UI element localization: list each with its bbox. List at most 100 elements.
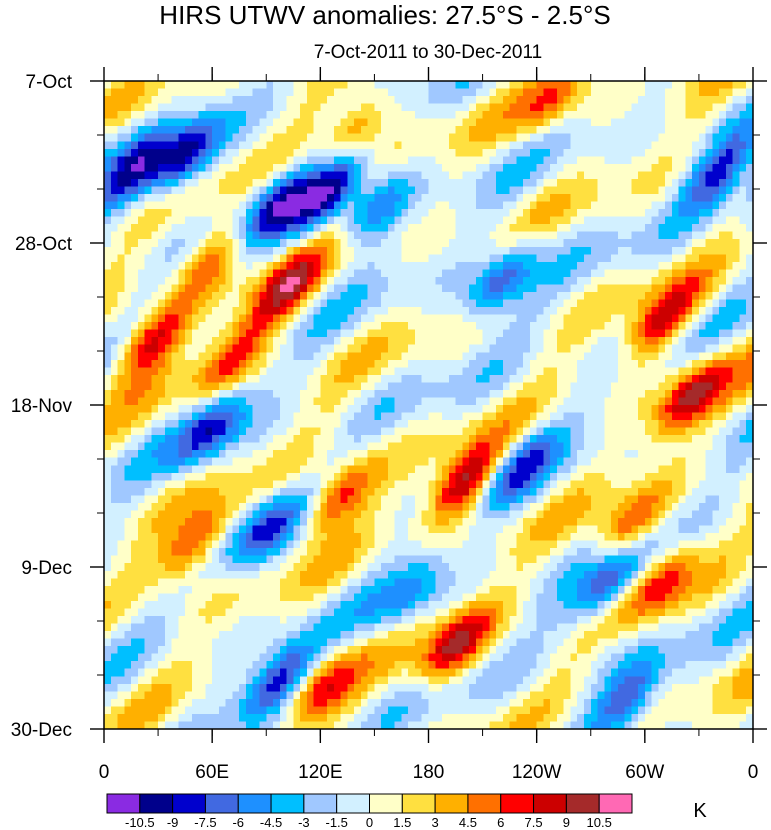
heatmap-cell xyxy=(320,133,328,142)
heatmap-cell xyxy=(509,442,517,451)
heatmap-cell xyxy=(523,412,531,421)
heatmap-cell xyxy=(455,284,463,293)
heatmap-cell xyxy=(746,299,754,308)
heatmap-cell xyxy=(665,96,673,105)
heatmap-cell xyxy=(448,269,457,278)
heatmap-cell xyxy=(151,427,159,436)
heatmap-cell xyxy=(218,103,227,112)
heatmap-cell xyxy=(266,186,274,195)
heatmap-cell xyxy=(252,209,261,218)
heatmap-cell xyxy=(570,148,578,157)
heatmap-cell xyxy=(665,352,673,361)
heatmap-cell xyxy=(462,201,470,210)
heatmap-cell xyxy=(678,352,686,361)
heatmap-cell xyxy=(712,337,720,346)
heatmap-cell xyxy=(482,412,490,421)
heatmap-cell xyxy=(496,261,504,270)
heatmap-cell xyxy=(732,261,741,270)
heatmap-cell xyxy=(462,367,470,376)
heatmap-cell xyxy=(117,96,125,105)
heatmap-cell xyxy=(611,442,619,451)
heatmap-cell xyxy=(624,352,632,361)
heatmap-cell xyxy=(421,111,430,120)
heatmap-cell xyxy=(401,216,409,225)
heatmap-cell xyxy=(604,382,612,391)
heatmap-cell xyxy=(692,344,700,353)
heatmap-cell xyxy=(171,367,179,376)
heatmap-cell xyxy=(435,231,443,240)
heatmap-cell xyxy=(509,254,517,263)
heatmap-cell xyxy=(381,178,389,188)
heatmap-cell xyxy=(563,284,572,293)
heatmap-cell xyxy=(401,374,409,383)
heatmap-cell xyxy=(482,427,490,436)
heatmap-cell xyxy=(442,457,450,466)
heatmap-cell xyxy=(671,284,680,293)
heatmap-cell xyxy=(273,427,281,436)
heatmap-cell xyxy=(273,103,281,112)
heatmap-cell xyxy=(293,420,301,429)
heatmap-cell xyxy=(205,284,213,293)
heatmap-cell xyxy=(523,307,531,316)
heatmap-cell xyxy=(604,420,612,429)
heatmap-cell xyxy=(144,344,152,353)
heatmap-cell xyxy=(198,299,207,308)
heatmap-cell xyxy=(252,450,261,459)
heatmap-cell xyxy=(414,126,423,135)
heatmap-cell xyxy=(273,209,281,218)
heatmap-cell xyxy=(502,329,511,338)
heatmap-cell xyxy=(185,329,193,338)
heatmap-cell xyxy=(414,209,423,218)
heatmap-cell xyxy=(171,405,179,414)
heatmap-cell xyxy=(239,88,247,97)
heatmap-cell xyxy=(340,344,348,353)
heatmap-cell xyxy=(110,88,119,97)
heatmap-cell xyxy=(442,111,450,120)
heatmap-cell xyxy=(604,405,612,414)
heatmap-cell xyxy=(191,450,200,459)
heatmap-cell xyxy=(178,465,186,474)
heatmap-cell xyxy=(266,171,274,180)
heatmap-cell xyxy=(590,329,599,338)
heatmap-cell xyxy=(333,367,342,376)
heatmap-cell xyxy=(306,450,315,459)
heatmap-cell xyxy=(739,457,747,466)
heatmap-cell xyxy=(191,103,200,112)
heatmap-cell xyxy=(678,103,686,112)
heatmap-cell xyxy=(583,156,592,165)
heatmap-cell xyxy=(360,382,369,391)
heatmap-cell xyxy=(144,96,152,105)
heatmap-cell xyxy=(374,261,382,270)
heatmap-cell xyxy=(732,457,741,466)
heatmap-cell xyxy=(543,337,551,346)
heatmap-cell xyxy=(144,141,152,150)
heatmap-cell xyxy=(428,427,436,436)
heatmap-cell xyxy=(428,163,436,173)
heatmap-cell xyxy=(171,374,179,383)
heatmap-cell xyxy=(313,81,321,90)
heatmap-cell xyxy=(455,276,463,286)
heatmap-cell xyxy=(509,269,517,278)
heatmap-cell xyxy=(529,224,538,233)
heatmap-cell xyxy=(191,442,200,451)
heatmap-cell xyxy=(462,465,470,474)
heatmap-cell xyxy=(104,239,112,248)
heatmap-cell xyxy=(563,111,572,120)
heatmap-cell xyxy=(232,291,240,301)
heatmap-cell xyxy=(462,337,470,346)
heatmap-cell xyxy=(245,344,254,353)
heatmap-cell xyxy=(631,178,639,188)
heatmap-cell xyxy=(638,194,646,203)
heatmap-cell xyxy=(705,194,714,203)
heatmap-cell xyxy=(435,344,443,353)
heatmap-cell xyxy=(266,405,274,414)
heatmap-cell xyxy=(205,374,213,383)
heatmap-cell xyxy=(414,352,423,361)
heatmap-cell xyxy=(360,420,369,429)
heatmap-cell xyxy=(158,405,166,414)
heatmap-cell xyxy=(421,239,430,248)
heatmap-cell xyxy=(218,194,227,203)
heatmap-cell xyxy=(218,126,227,135)
heatmap-cell xyxy=(381,148,389,157)
heatmap-cell xyxy=(692,201,700,210)
